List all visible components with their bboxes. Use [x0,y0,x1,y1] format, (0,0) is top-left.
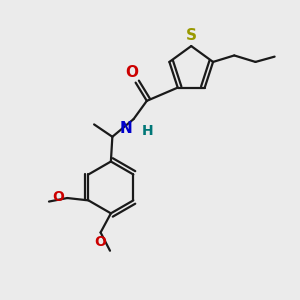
Text: O: O [126,65,139,80]
Text: O: O [52,190,64,204]
Text: N: N [119,121,132,136]
Text: O: O [94,236,106,249]
Text: S: S [186,28,197,43]
Text: H: H [142,124,153,138]
